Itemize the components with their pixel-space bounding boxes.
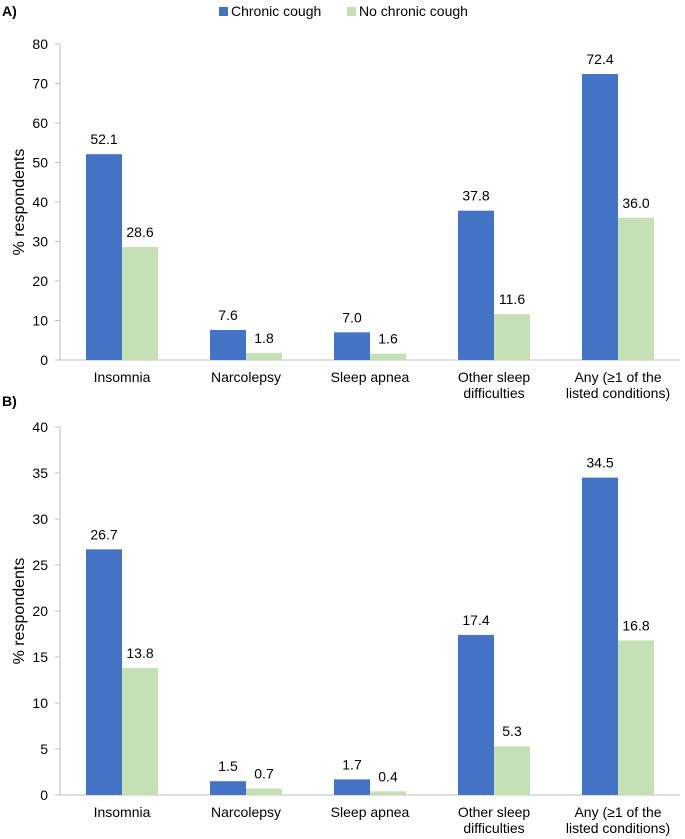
- data-label-a-no-chronic-3: 11.6: [499, 291, 525, 307]
- x-category-label-b-3-1: difficulties: [463, 820, 524, 836]
- bar-a-chronic-1: [210, 329, 246, 360]
- bar-a-no-chronic-2: [370, 353, 406, 360]
- y-tick-label-b-10: 10: [32, 695, 48, 711]
- bar-b-chronic-1: [210, 781, 246, 795]
- legend-label-no-chronic-cough: No chronic cough: [359, 3, 468, 19]
- x-category-label-a-1-0: Narcolepsy: [211, 369, 281, 385]
- data-label-b-no-chronic-1: 0.7: [254, 766, 274, 782]
- x-category-label-a-3-1: difficulties: [463, 385, 524, 401]
- legend-swatch-no-chronic-cough: [347, 7, 356, 16]
- data-label-b-no-chronic-3: 5.3: [502, 723, 522, 739]
- panel-label-b: B): [2, 393, 17, 409]
- data-label-b-chronic-4: 34.5: [586, 455, 613, 471]
- y-tick-label-a-40: 40: [32, 194, 48, 210]
- data-label-b-chronic-3: 17.4: [462, 612, 489, 628]
- legend-swatch-chronic-cough: [219, 7, 228, 16]
- bar-b-no-chronic-1: [246, 788, 282, 795]
- data-label-a-chronic-1: 7.6: [218, 307, 238, 323]
- x-category-label-a-2-0: Sleep apnea: [331, 369, 410, 385]
- panel-b-chart: B) % respondents 0 5 10 15 20 25 30 35 40 26.7 13.8 I…: [2, 393, 680, 836]
- bar-b-no-chronic-2: [370, 791, 406, 795]
- data-label-b-no-chronic-0: 13.8: [126, 645, 153, 661]
- x-category-label-b-0-0: Insomnia: [94, 804, 151, 820]
- y-tick-label-b-35: 35: [32, 465, 48, 481]
- x-category-label-a-4-1: listed conditions): [566, 385, 670, 401]
- bar-a-chronic-3: [458, 210, 494, 360]
- y-tick-label-a-70: 70: [32, 76, 48, 92]
- panel-a-chart: A) % respondents 0 10 20 30 40 50 60 70 80 52.1 28.6…: [2, 3, 680, 401]
- bar-b-no-chronic-3: [494, 746, 530, 795]
- y-tick-label-b-0: 0: [40, 787, 48, 803]
- data-label-a-no-chronic-4: 36.0: [622, 195, 649, 211]
- data-label-b-no-chronic-4: 16.8: [622, 617, 649, 633]
- data-label-b-chronic-0: 26.7: [90, 526, 117, 542]
- data-label-a-chronic-2: 7.0: [342, 309, 362, 325]
- bar-a-no-chronic-3: [494, 314, 530, 360]
- y-axis-label-a: % respondents: [11, 149, 28, 256]
- x-category-label-b-2-0: Sleep apnea: [331, 804, 410, 820]
- bar-b-chronic-0: [86, 549, 122, 795]
- y-tick-label-b-40: 40: [32, 419, 48, 435]
- legend: Chronic cough No chronic cough: [219, 3, 468, 19]
- bar-b-chronic-2: [334, 779, 370, 795]
- y-tick-label-a-50: 50: [32, 155, 48, 171]
- x-category-label-a-3-0: Other sleep: [458, 369, 531, 385]
- y-tick-label-b-5: 5: [40, 741, 48, 757]
- y-tick-label-a-60: 60: [32, 115, 48, 131]
- bar-a-no-chronic-0: [122, 247, 158, 360]
- data-label-a-no-chronic-0: 28.6: [126, 224, 153, 240]
- x-category-label-a-4-0: Any (≥1 of the: [574, 369, 661, 385]
- y-tick-label-a-10: 10: [32, 313, 48, 329]
- bar-b-chronic-4: [582, 477, 618, 795]
- x-category-label-b-4-0: Any (≥1 of the: [574, 804, 661, 820]
- y-tick-label-b-15: 15: [32, 649, 48, 665]
- bar-a-chronic-4: [582, 74, 618, 361]
- y-tick-label-a-0: 0: [40, 352, 48, 368]
- y-axis-label-b: % respondents: [11, 558, 28, 665]
- bar-a-chronic-0: [86, 154, 122, 360]
- y-tick-label-b-25: 25: [32, 557, 48, 573]
- data-label-a-chronic-3: 37.8: [462, 188, 489, 204]
- y-tick-label-a-80: 80: [32, 36, 48, 52]
- data-label-a-chronic-4: 72.4: [586, 51, 613, 67]
- data-label-a-no-chronic-1: 1.8: [254, 330, 274, 346]
- y-tick-label-b-20: 20: [32, 603, 48, 619]
- legend-label-chronic-cough: Chronic cough: [231, 3, 321, 19]
- x-category-label-b-1-0: Narcolepsy: [211, 804, 281, 820]
- y-tick-label-b-30: 30: [32, 511, 48, 527]
- panel-label-a: A): [2, 3, 17, 19]
- bar-a-chronic-2: [334, 332, 370, 360]
- data-label-b-chronic-2: 1.7: [342, 756, 362, 772]
- data-label-a-chronic-0: 52.1: [90, 131, 117, 147]
- data-label-b-no-chronic-2: 0.4: [378, 768, 398, 784]
- x-category-label-b-3-0: Other sleep: [458, 804, 531, 820]
- x-category-label-a-0-0: Insomnia: [94, 369, 151, 385]
- bar-b-no-chronic-0: [122, 668, 158, 795]
- x-category-label-b-4-1: listed conditions): [566, 820, 670, 836]
- bar-a-no-chronic-4: [618, 217, 654, 360]
- y-tick-label-a-20: 20: [32, 273, 48, 289]
- data-label-b-chronic-1: 1.5: [218, 758, 238, 774]
- bar-a-no-chronic-1: [246, 352, 282, 360]
- bar-b-no-chronic-4: [618, 640, 654, 795]
- y-tick-label-a-30: 30: [32, 234, 48, 250]
- data-label-a-no-chronic-2: 1.6: [378, 331, 398, 347]
- bar-b-chronic-3: [458, 634, 494, 795]
